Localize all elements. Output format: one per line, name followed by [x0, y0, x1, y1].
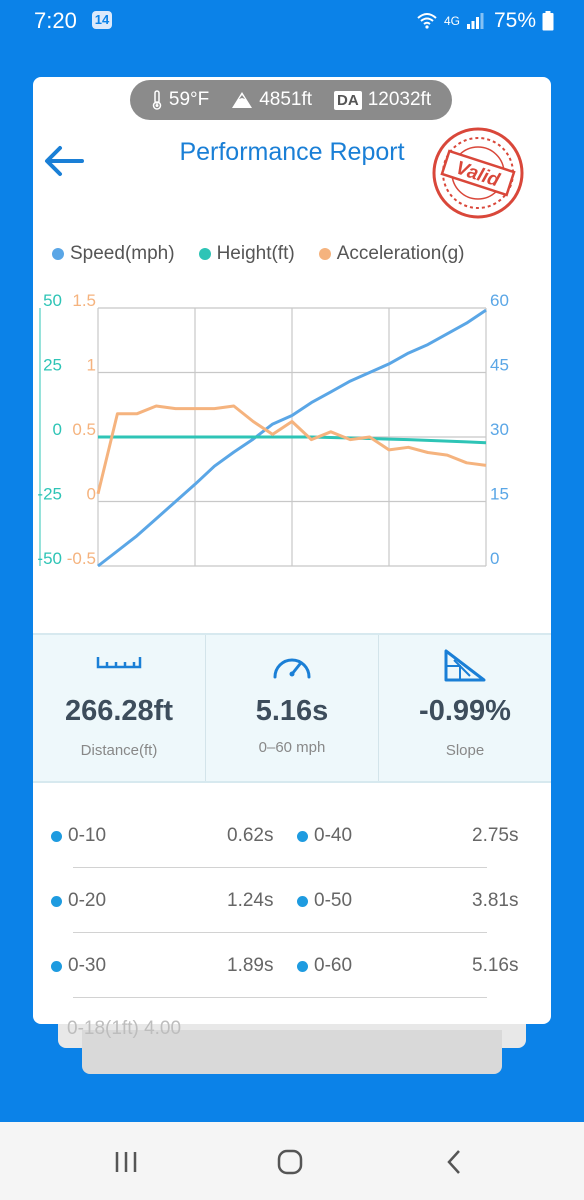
split-row: 0-20 1.24s 0-50 3.81s	[33, 881, 551, 921]
slope-icon	[444, 649, 486, 682]
density-altitude: DA 12032ft	[334, 89, 431, 111]
legend-label-acceleration: Acceleration(g)	[336, 243, 465, 264]
recents-icon	[115, 1152, 137, 1172]
network-type: 4G	[443, 14, 460, 28]
mountain-icon	[232, 92, 253, 108]
split-row: 0-10 0.62s 0-40 2.75s	[33, 816, 551, 856]
notification-badge: 14	[92, 11, 112, 29]
split-label: 0-40	[297, 816, 352, 856]
elevation: 4851ft	[231, 89, 312, 111]
stat-slope-value: -0.99%	[419, 695, 511, 727]
split-divider	[73, 997, 487, 998]
split-label-text: 0-40	[314, 825, 353, 846]
page-title: Performance Report	[179, 138, 405, 166]
split-time: 2.75s	[472, 825, 519, 846]
split-dot-icon	[51, 830, 62, 842]
split-label-text: 0-60	[314, 955, 353, 976]
split-time: 3.81s	[472, 890, 519, 911]
split-dot-icon	[297, 895, 308, 907]
back-chevron-icon	[447, 1150, 460, 1174]
split-label-text: 0-10	[68, 825, 107, 846]
split-label: 0-30	[51, 946, 106, 986]
split-dot-icon	[297, 960, 308, 972]
legend-dot-height	[198, 248, 211, 260]
home-icon	[277, 1149, 303, 1175]
stat-zero-sixty-label: 0–60 mph	[258, 739, 326, 756]
split-label-text: 0-50	[314, 890, 353, 911]
split-time: 0.62s	[227, 825, 274, 846]
split-label-text: 0-30	[68, 955, 107, 976]
split-label: 0-20	[51, 881, 106, 921]
split-label-text: 0-20	[68, 890, 107, 911]
split-divider	[73, 932, 487, 933]
status-time: 7:20	[34, 8, 77, 33]
valid-stamp: Valid	[432, 127, 524, 219]
conditions-pill: 59°F 4851ft DA 12032ft	[130, 80, 452, 120]
signal-icon	[466, 13, 484, 29]
status-icons: 4G 75%	[416, 8, 554, 34]
recents-button[interactable]	[106, 1142, 146, 1182]
legend-height: Height(ft)	[198, 243, 295, 265]
split-label: 0-50	[297, 881, 352, 921]
ruler-icon	[96, 657, 142, 669]
elevation-value: 4851ft	[259, 89, 313, 110]
stats-panel: 266.28ft Distance(ft) 5.16s 0–60 mph -0.…	[33, 633, 551, 783]
legend-label-speed: Speed(mph)	[70, 243, 175, 264]
speedometer-icon	[273, 658, 311, 679]
da-icon: DA	[334, 90, 362, 110]
legend-speed: Speed(mph)	[52, 243, 175, 265]
split-dot-icon	[297, 830, 308, 842]
split-dot-icon	[51, 895, 62, 907]
legend-label-height: Height(ft)	[216, 243, 295, 264]
split-time: 1.24s	[227, 890, 274, 911]
legend-dot-acceleration	[318, 248, 331, 260]
system-nav-bar	[0, 1122, 584, 1200]
legend-acceleration: Acceleration(g)	[318, 243, 465, 265]
stat-slope: -0.99% Slope	[378, 635, 551, 781]
split-time: 5.16s	[472, 955, 519, 976]
split-row: 0-30 1.89s 0-60 5.16s	[33, 946, 551, 986]
arrow-left-icon[interactable]	[42, 143, 88, 179]
battery-percent: 75%	[493, 9, 536, 32]
split-label: 0-10	[51, 816, 106, 856]
split-time: 1.89s	[227, 955, 274, 976]
density-altitude-value: 12032ft	[367, 89, 432, 110]
split-times: 0-10 0.62s 0-40 2.75s 0-20 1.24s 0-50 3.…	[33, 800, 551, 1039]
split-partial-row: 0-18(1ft) 4.00	[67, 1018, 182, 1039]
temperature: 59°F	[151, 89, 209, 111]
wifi-icon	[417, 13, 437, 29]
stat-slope-label: Slope	[445, 742, 485, 759]
split-dot-icon	[51, 960, 62, 972]
home-button[interactable]	[270, 1142, 310, 1182]
stat-distance-value: 266.28ft	[64, 695, 173, 727]
split-label: 0-60	[297, 946, 352, 986]
thermometer-icon	[152, 90, 162, 110]
legend-dot-speed	[52, 248, 64, 260]
back-button[interactable]	[434, 1142, 474, 1182]
stat-distance-label: Distance(ft)	[80, 742, 158, 759]
status-bar: 7:20 14 4G 75%	[0, 0, 584, 42]
stat-distance: 266.28ft Distance(ft)	[33, 635, 205, 781]
stat-zero-sixty: 5.16s 0–60 mph	[205, 635, 378, 781]
stacked-card-shadow-2	[82, 1030, 502, 1074]
temperature-value: 59°F	[168, 89, 210, 110]
chart-legend: Speed(mph) Height(ft) Acceleration(g)	[52, 243, 522, 265]
split-divider	[73, 867, 487, 868]
stat-zero-sixty-value: 5.16s	[255, 695, 329, 727]
battery-icon	[542, 11, 554, 31]
